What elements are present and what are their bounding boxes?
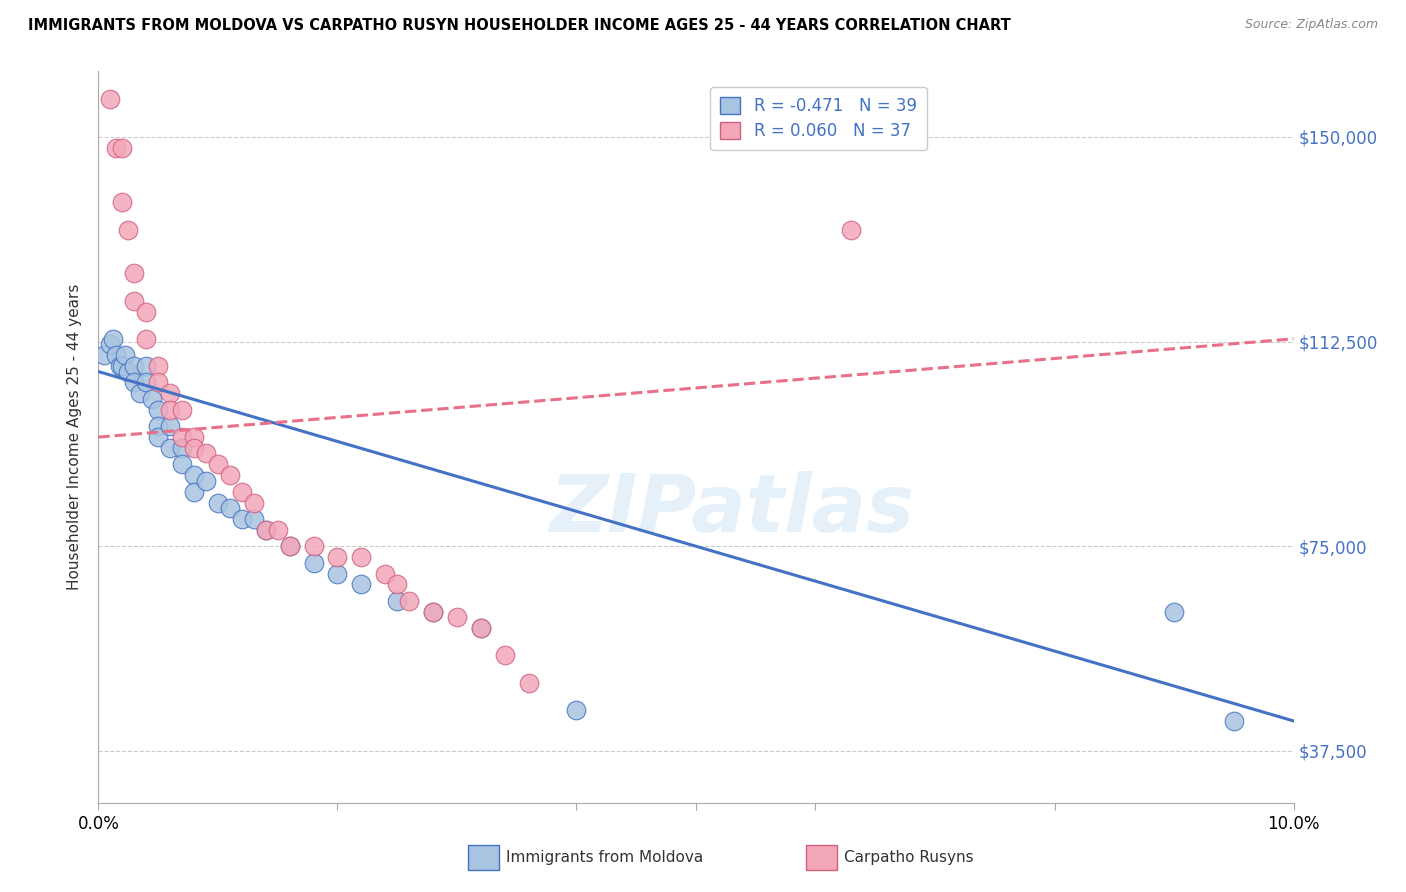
- Point: [148, 430, 170, 444]
- Point: [114, 348, 136, 362]
- Point: [135, 304, 157, 318]
- Point: [374, 566, 396, 581]
- Text: Source: ZipAtlas.com: Source: ZipAtlas.com: [1244, 18, 1378, 31]
- Point: [470, 621, 492, 635]
- Point: [302, 539, 325, 553]
- Point: [124, 293, 146, 308]
- Point: [124, 376, 146, 390]
- Point: [446, 610, 468, 624]
- Point: [1163, 605, 1185, 619]
- Point: [278, 539, 301, 553]
- Point: [470, 621, 492, 635]
- Point: [159, 402, 181, 417]
- Point: [326, 550, 349, 565]
- Y-axis label: Householder Income Ages 25 - 44 years: Householder Income Ages 25 - 44 years: [67, 284, 83, 591]
- Point: [278, 539, 301, 553]
- Point: [231, 512, 253, 526]
- Point: [111, 141, 134, 155]
- Point: [195, 446, 218, 460]
- Point: [159, 419, 181, 434]
- Point: [254, 523, 277, 537]
- Point: [254, 523, 277, 537]
- Point: [135, 359, 157, 373]
- Point: [101, 332, 124, 346]
- Point: [422, 605, 444, 619]
- Point: [302, 556, 325, 570]
- Legend: R = -0.471   N = 39, R = 0.060   N = 37: R = -0.471 N = 39, R = 0.060 N = 37: [710, 87, 927, 150]
- Point: [98, 92, 122, 106]
- Point: [117, 365, 139, 379]
- Point: [195, 474, 218, 488]
- Point: [172, 458, 194, 472]
- Point: [183, 484, 205, 499]
- Point: [326, 566, 349, 581]
- Point: [148, 359, 170, 373]
- Point: [385, 594, 409, 608]
- Point: [385, 577, 409, 591]
- Point: [565, 703, 588, 717]
- Point: [159, 386, 181, 401]
- Point: [108, 359, 131, 373]
- Point: [111, 359, 134, 373]
- Point: [243, 495, 266, 509]
- Point: [231, 484, 253, 499]
- Point: [494, 648, 516, 663]
- Text: Carpatho Rusyns: Carpatho Rusyns: [844, 850, 973, 864]
- Point: [398, 594, 420, 608]
- Point: [219, 501, 242, 516]
- Point: [422, 605, 444, 619]
- Point: [267, 523, 290, 537]
- Point: [105, 348, 128, 362]
- Point: [135, 332, 157, 346]
- Point: [350, 550, 373, 565]
- Point: [517, 675, 540, 690]
- Point: [159, 441, 181, 455]
- Point: [148, 419, 170, 434]
- Point: [1223, 714, 1246, 728]
- Text: IMMIGRANTS FROM MOLDOVA VS CARPATHO RUSYN HOUSEHOLDER INCOME AGES 25 - 44 YEARS : IMMIGRANTS FROM MOLDOVA VS CARPATHO RUSY…: [28, 18, 1011, 33]
- Point: [207, 458, 229, 472]
- Point: [135, 376, 157, 390]
- Point: [172, 430, 194, 444]
- Point: [129, 386, 152, 401]
- Point: [105, 141, 128, 155]
- Point: [111, 195, 134, 210]
- Point: [148, 402, 170, 417]
- Point: [841, 222, 863, 236]
- Point: [124, 359, 146, 373]
- Point: [141, 392, 163, 406]
- Point: [172, 441, 194, 455]
- Point: [350, 577, 373, 591]
- Point: [219, 468, 242, 483]
- Point: [207, 495, 229, 509]
- Point: [243, 512, 266, 526]
- Point: [124, 266, 146, 280]
- Point: [117, 222, 139, 236]
- Point: [183, 468, 205, 483]
- Text: ZIPatlas: ZIPatlas: [550, 471, 914, 549]
- Point: [148, 376, 170, 390]
- Point: [172, 402, 194, 417]
- Point: [98, 337, 122, 351]
- Point: [183, 430, 205, 444]
- Point: [183, 441, 205, 455]
- Point: [93, 348, 115, 362]
- Text: Immigrants from Moldova: Immigrants from Moldova: [506, 850, 703, 864]
